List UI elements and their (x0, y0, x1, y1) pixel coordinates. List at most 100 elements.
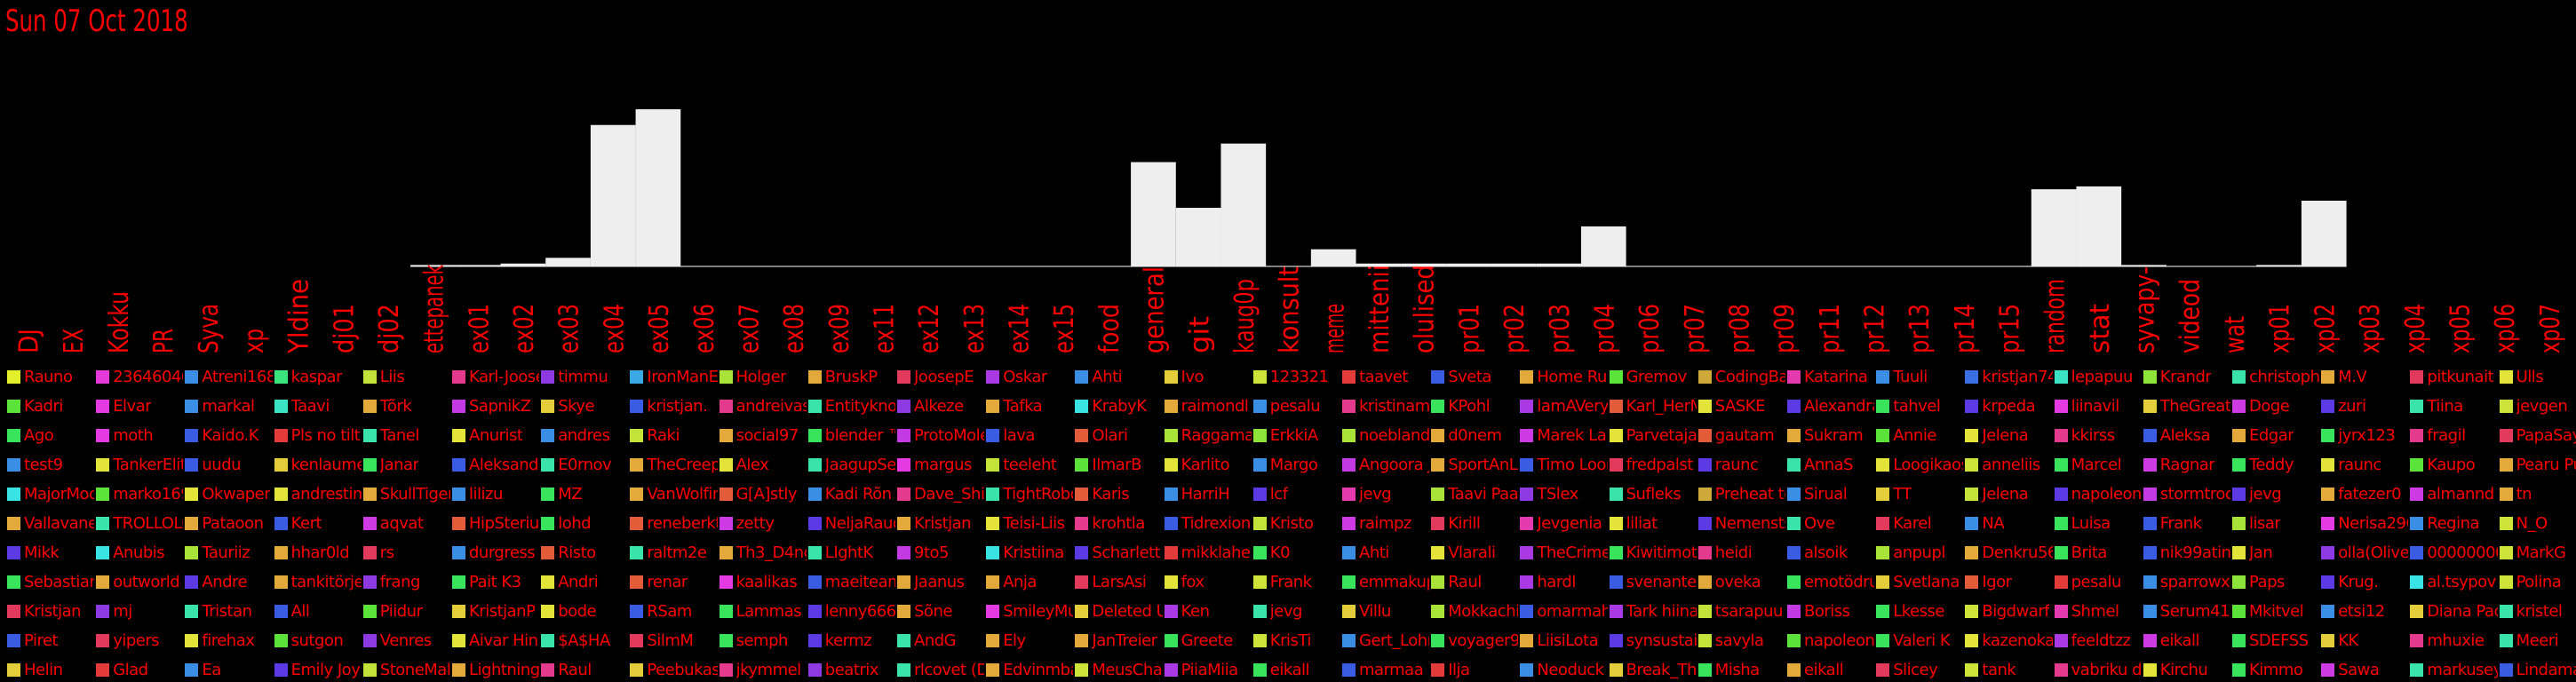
legend-item: Break_The (1609, 657, 1697, 682)
legend-label: krohtla (1092, 513, 1145, 533)
legend-item: Pearu Pu (2499, 452, 2576, 477)
legend-item: Krug. (2321, 569, 2408, 594)
legend-item: kristjan74 (1965, 364, 2053, 389)
legend-swatch (1697, 369, 1712, 384)
legend-swatch (7, 662, 20, 677)
legend-swatch (2499, 487, 2513, 501)
legend-label: Kirchu (2159, 660, 2208, 679)
legend-item: Pls no tilt (274, 423, 362, 448)
legend-swatch (1431, 545, 1445, 559)
legend-item: JanTreier (1075, 628, 1162, 653)
legend-label: Karl_HerM (1626, 396, 1697, 416)
legend-item: Anubis (96, 540, 183, 565)
legend-item: Dave_Shin (897, 481, 984, 506)
legend-label: d0nem (1448, 425, 1502, 445)
legend-label: fredpalst (1626, 455, 1693, 474)
legend-swatch (2054, 662, 2068, 677)
legend-swatch (807, 604, 822, 618)
legend-item: napoleon (1787, 628, 1874, 653)
legend-swatch (1164, 428, 1178, 442)
legend-swatch (2321, 369, 2335, 384)
legend-item: marmaa (1342, 657, 1429, 682)
legend-item: Sirual (1787, 481, 1874, 506)
legend-item: heidi (1697, 540, 1785, 565)
legend-label: jevgen (2516, 396, 2568, 416)
legend-swatch (1965, 604, 1979, 618)
bar-meme (1310, 249, 1356, 266)
legend-item: Lkesse (1876, 599, 1963, 623)
legend-swatch (1520, 369, 1534, 384)
legend-item: JaagupSel (807, 452, 895, 477)
legend-swatch (1342, 457, 1356, 472)
legend-label: fox (1181, 572, 1205, 591)
legend-item: lamAVeryF (1520, 393, 1608, 418)
legend-label: tankitörje (290, 572, 362, 591)
legend-item: eikall (1252, 657, 1340, 682)
legend-swatch (1431, 457, 1445, 472)
legend-swatch (452, 633, 465, 647)
legend-swatch (897, 516, 910, 530)
legend-swatch (1520, 575, 1534, 589)
legend-item: noeblande (1342, 423, 1429, 448)
legend-item: Alkeze (897, 393, 984, 418)
legend-label: oveka (1714, 572, 1761, 591)
legend-label: Ragnar (2159, 455, 2215, 474)
legend-item: Luisa (2054, 511, 2142, 535)
legend-label: jyrx123 (2338, 425, 2396, 445)
legend-label: SkullTiger (379, 484, 450, 504)
legend-swatch (2232, 399, 2246, 413)
legend-item: Tõrk (362, 393, 450, 418)
legend-label: TheCrimes (1537, 543, 1608, 562)
legend-swatch (1520, 545, 1534, 559)
legend-item: svenanten (1609, 569, 1697, 594)
legend-item: 9to5 (897, 540, 984, 565)
legend-swatch (2321, 545, 2335, 559)
legend-label: Olari (1092, 425, 1128, 445)
legend-item: mhuxie (2410, 628, 2497, 653)
x-tick-label: konsult (1275, 266, 1306, 353)
legend-label: PapaSay (2516, 425, 2576, 445)
legend-swatch (1520, 428, 1534, 442)
x-tick-label: Syva (194, 304, 225, 353)
legend-label: stormtroo (2159, 484, 2230, 504)
legend-label: Edgar (2249, 425, 2294, 445)
x-tick-label: ex03 (554, 304, 585, 353)
legend-label: sparrowxc (2159, 572, 2230, 591)
legend-swatch (2143, 633, 2157, 647)
legend-swatch (1609, 369, 1623, 384)
legend-item: Kristiina (986, 540, 1073, 565)
x-tick-label: stat (2085, 304, 2116, 353)
legend-swatch (2321, 604, 2335, 618)
legend-swatch (1164, 487, 1178, 501)
legend-swatch (2232, 604, 2246, 618)
legend-swatch (1609, 633, 1623, 647)
legend-item: gautam (1697, 423, 1785, 448)
legend-item: Villu (1342, 599, 1429, 623)
legend-swatch (1431, 662, 1445, 677)
legend-swatch (2499, 516, 2513, 530)
legend-label: Aivar Hinr (469, 630, 540, 650)
legend-swatch (1075, 457, 1089, 472)
legend-label: lohd (558, 513, 592, 533)
legend-label: blender ™ (824, 425, 895, 445)
legend-swatch (96, 487, 110, 501)
legend-item: N_O (2499, 511, 2576, 535)
legend-swatch (7, 399, 20, 413)
legend-swatch (1609, 399, 1623, 413)
legend-item: Vlarali (1431, 540, 1518, 565)
legend-label: Tafka (1003, 396, 1043, 416)
legend-swatch (274, 516, 288, 530)
legend-label: mj (113, 601, 132, 621)
legend-swatch (1965, 428, 1979, 442)
legend-item: TheCreepy (630, 452, 718, 477)
legend-label: 123321 (1269, 367, 1329, 386)
legend-swatch (1965, 545, 1979, 559)
legend-swatch (1342, 545, 1356, 559)
legend-swatch (1164, 516, 1178, 530)
legend-swatch (7, 457, 20, 472)
bar-kaug0p (1220, 143, 1267, 266)
legend-swatch (274, 604, 288, 618)
legend-item: HipSterius (452, 511, 539, 535)
legend-swatch (986, 369, 1000, 384)
legend-swatch (1876, 575, 1890, 589)
